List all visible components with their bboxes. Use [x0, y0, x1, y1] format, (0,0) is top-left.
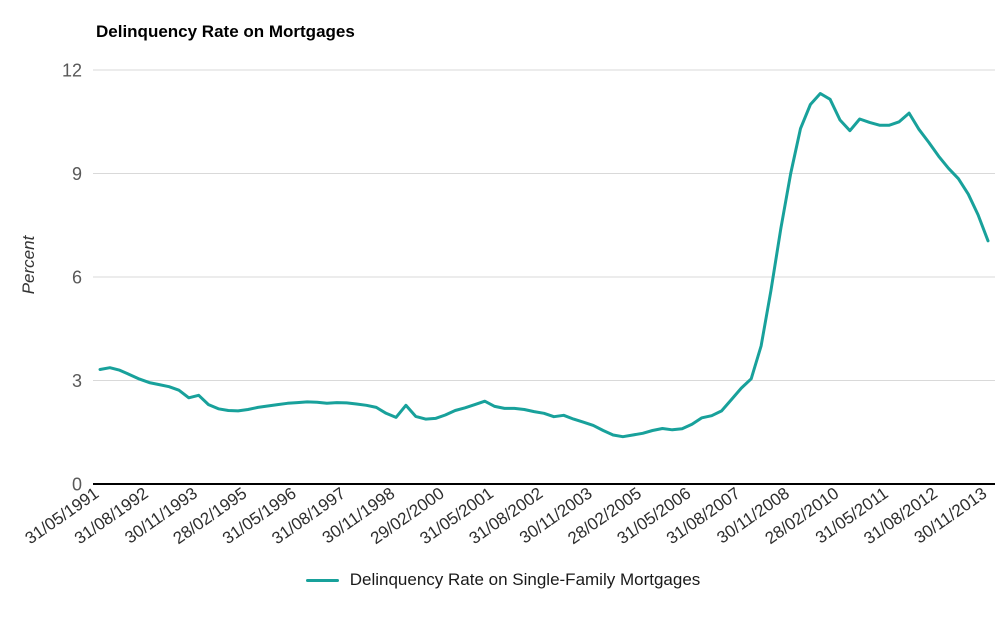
legend: Delinquency Rate on Single-Family Mortga… — [0, 570, 1006, 590]
legend-line-swatch — [305, 578, 339, 582]
legend-label: Delinquency Rate on Single-Family Mortga… — [349, 570, 701, 589]
series-line-single-family-mortgages — [98, 92, 990, 439]
y-tick-label-9: 9 — [72, 164, 82, 184]
plot-area: 03691231/05/199131/08/199230/11/199328/0… — [22, 61, 995, 548]
chart-title: Delinquency Rate on Mortgages — [96, 22, 355, 41]
y-tick-label-12: 12 — [62, 61, 82, 81]
y-tick-label-0: 0 — [72, 475, 82, 495]
y-tick-label-3: 3 — [72, 371, 82, 391]
y-tick-label-6: 6 — [72, 268, 82, 288]
